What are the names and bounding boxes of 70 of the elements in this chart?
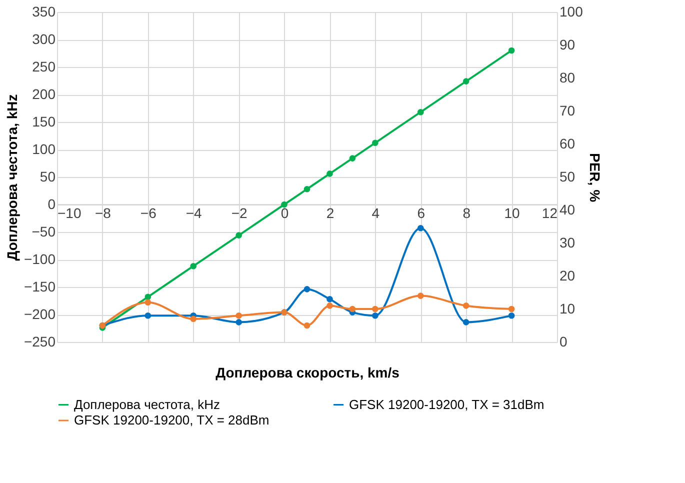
y-tick-label: −100 <box>24 251 56 267</box>
point <box>281 201 288 208</box>
legend-label: GFSK 19200-19200, TX = 28dBm <box>74 412 270 428</box>
x-tick-label: 2 <box>326 205 334 221</box>
y2-tick-label: 50 <box>560 168 576 184</box>
y2-tick-label: 80 <box>560 70 576 86</box>
y-tick-label: −150 <box>24 278 56 294</box>
y-axis-title: Доплерова честота, kHz <box>4 94 20 261</box>
y2-axis-title: PER, % <box>586 152 603 203</box>
y-tick-label: −50 <box>32 224 56 240</box>
point <box>236 319 242 326</box>
point <box>462 78 470 84</box>
point <box>326 296 333 302</box>
point <box>144 312 152 319</box>
point <box>304 322 310 329</box>
point <box>236 232 242 238</box>
y-tick-label: 100 <box>32 141 56 157</box>
point <box>190 316 197 322</box>
x-tick-label: 6 <box>417 205 426 221</box>
x-tick-label: 4 <box>372 205 380 221</box>
point <box>508 312 515 319</box>
point <box>190 262 197 270</box>
point <box>349 306 356 312</box>
y-tick-label: 350 <box>32 4 56 20</box>
y2-tick-label: 60 <box>560 136 576 152</box>
point <box>144 294 152 300</box>
x-tick-label: 12 <box>542 205 558 221</box>
x-tick-label: 0 <box>280 205 289 221</box>
point <box>326 302 333 309</box>
legend-label: GFSK 19200-19200, TX = 31dBm <box>349 396 544 412</box>
point <box>144 299 152 306</box>
point <box>326 170 333 177</box>
x-tick-label: −10 <box>58 205 82 221</box>
point <box>417 224 424 232</box>
point <box>417 292 424 299</box>
y-tick-label: 150 <box>32 114 56 130</box>
y2-tick-label: 100 <box>560 4 584 20</box>
point <box>372 306 378 312</box>
y-tick-label: 50 <box>40 168 56 184</box>
y2-tick-label: 30 <box>560 234 576 250</box>
point <box>304 186 310 192</box>
point <box>417 108 424 116</box>
x-axis-title: Доплерова скорость, km/s <box>216 364 400 380</box>
point <box>372 140 378 146</box>
point <box>349 155 356 162</box>
legend-label: Доплерова честота, kHz <box>74 396 220 412</box>
point <box>462 302 470 309</box>
x-tick-label: −6 <box>140 205 157 221</box>
y-tick-label: 200 <box>32 86 56 102</box>
y2-tick-label: 40 <box>560 202 576 218</box>
point <box>372 312 378 319</box>
y-tick-label: 250 <box>32 58 56 74</box>
y-tick-label: 300 <box>32 31 56 47</box>
y-tick-label: −200 <box>24 306 56 322</box>
x-tick-label: −8 <box>94 205 112 221</box>
y2-tick-label: 90 <box>560 36 576 52</box>
y2-tick-label: 70 <box>560 102 576 118</box>
y2-tick-label: 10 <box>560 300 576 316</box>
point <box>304 286 310 292</box>
point <box>462 319 470 326</box>
point <box>508 306 515 312</box>
point <box>508 47 515 54</box>
y2-tick-label: 0 <box>560 334 568 350</box>
x-tick-label: 10 <box>504 205 520 221</box>
y-tick-label: −250 <box>24 334 56 350</box>
x-tick-label: −4 <box>186 205 202 221</box>
x-tick-label: 8 <box>462 205 471 221</box>
point <box>236 312 242 319</box>
y2-tick-label: 20 <box>560 268 576 284</box>
x-tick-label: −2 <box>231 205 248 221</box>
